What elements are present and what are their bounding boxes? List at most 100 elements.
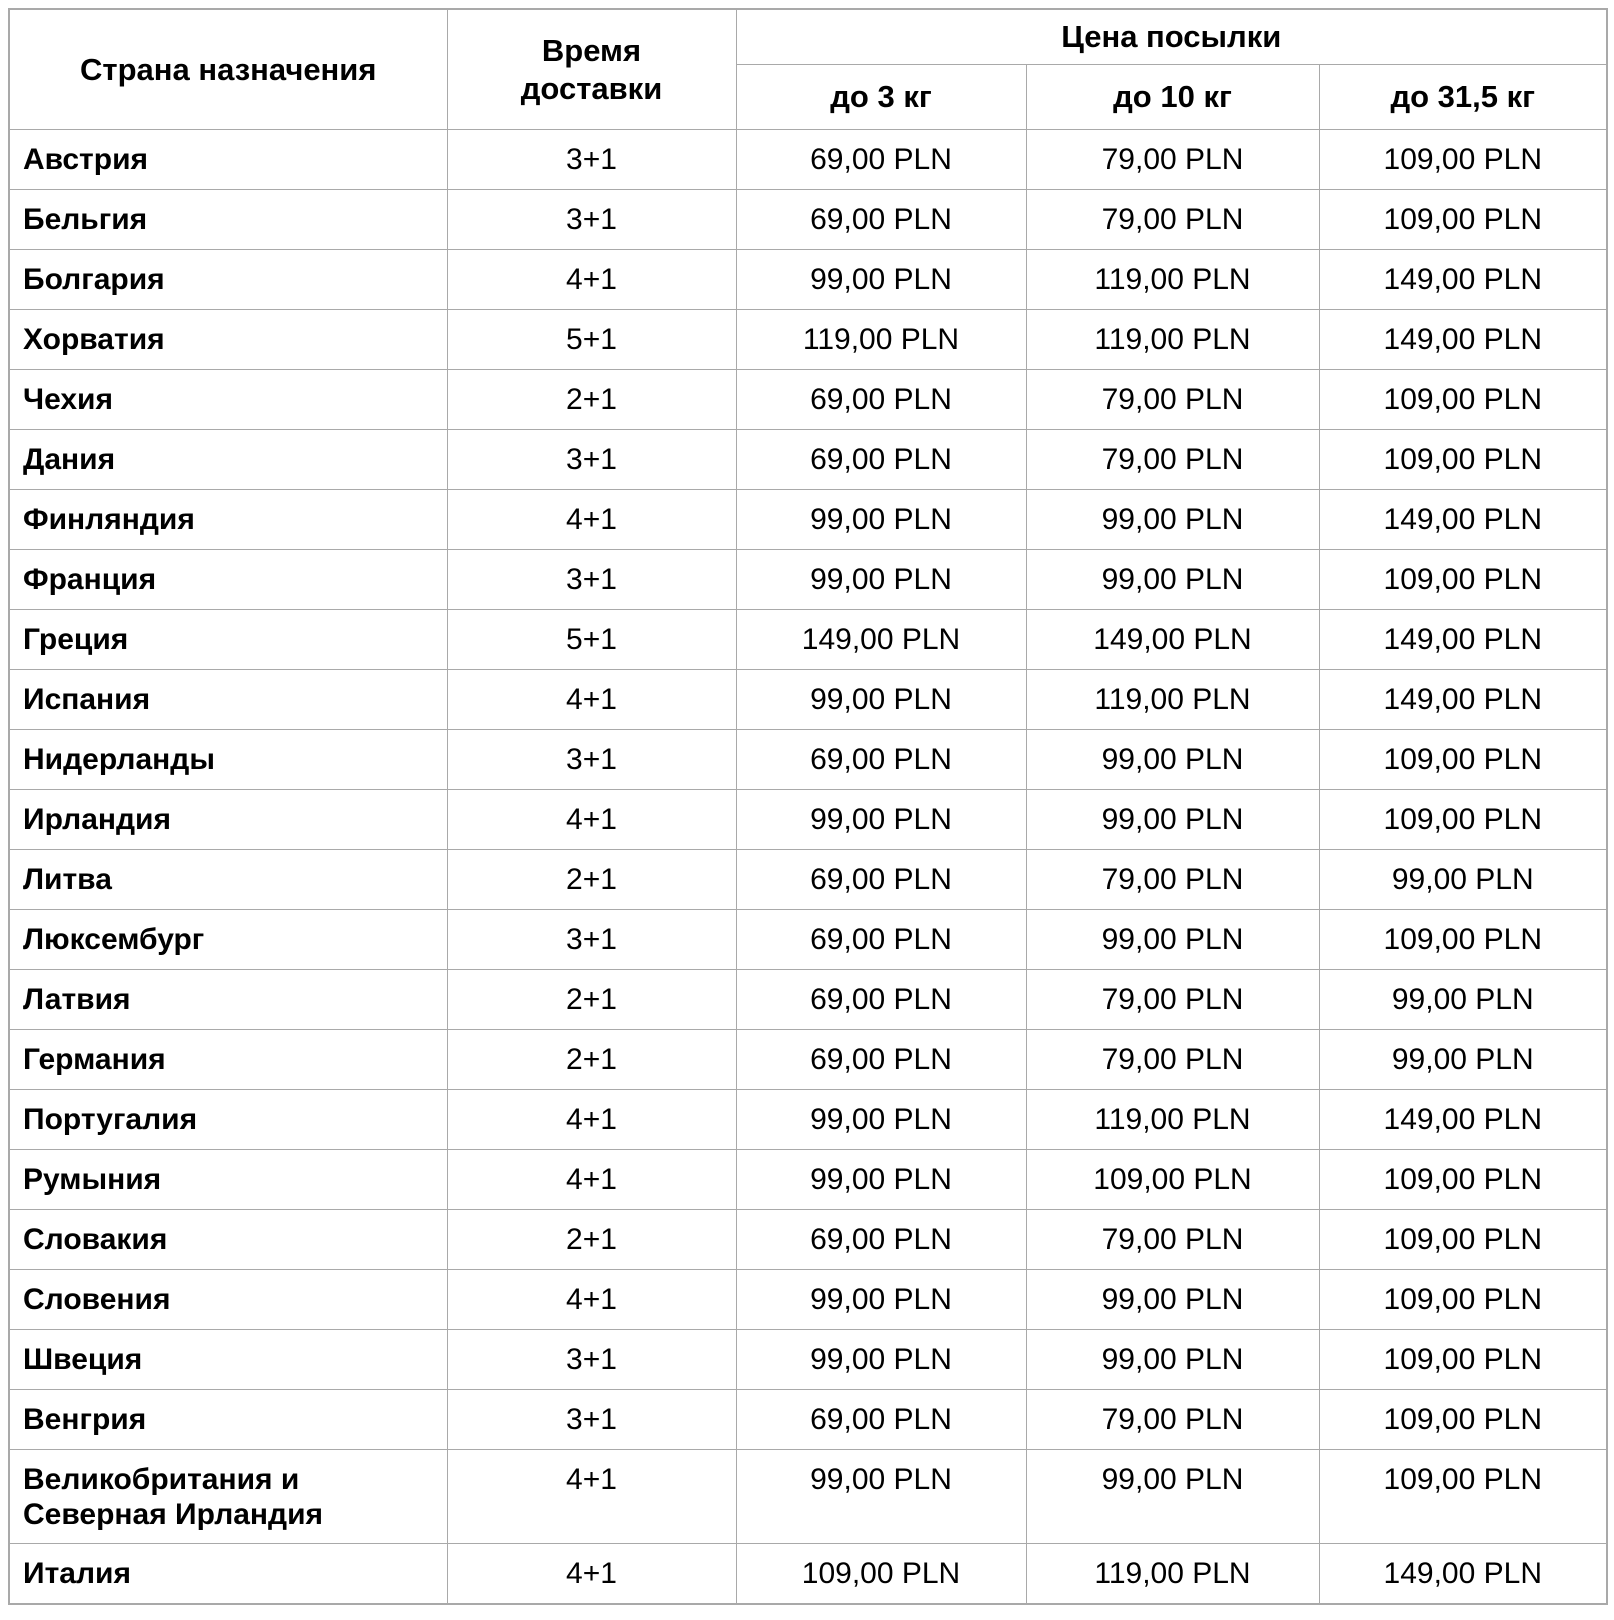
price-31kg-cell: 149,00 PLN: [1318, 609, 1608, 670]
delivery-time-cell: 5+1: [446, 309, 737, 370]
price-31kg-cell: 109,00 PLN: [1318, 1269, 1608, 1330]
price-3kg-cell: 99,00 PLN: [735, 789, 1027, 850]
header-weight-3kg: до 3 кг: [735, 64, 1027, 130]
price-31kg-cell: 109,00 PLN: [1318, 1389, 1608, 1450]
price-31kg-cell: 109,00 PLN: [1318, 549, 1608, 610]
price-3kg-cell: 99,00 PLN: [735, 1329, 1027, 1390]
price-3kg-cell: 99,00 PLN: [735, 489, 1027, 550]
table-row: Австрия 3+1 69,00 PLN 79,00 PLN 109,00 PLN: [8, 129, 1608, 190]
delivery-time-cell: 3+1: [446, 1389, 737, 1450]
price-31kg-cell: 109,00 PLN: [1318, 729, 1608, 790]
delivery-time-cell: 4+1: [446, 1149, 737, 1210]
price-31kg-cell: 99,00 PLN: [1318, 1029, 1608, 1090]
delivery-time-cell: 2+1: [446, 1209, 737, 1270]
price-3kg-cell: 99,00 PLN: [735, 1269, 1027, 1330]
table-row: Португалия 4+1 99,00 PLN 119,00 PLN 149,00 P…: [8, 1089, 1608, 1150]
price-10kg-cell: 79,00 PLN: [1025, 849, 1320, 910]
country-cell: Нидерланды: [8, 729, 448, 790]
price-10kg-cell: 119,00 PLN: [1025, 1089, 1320, 1150]
table-row: Греция 5+1 149,00 PLN 149,00 PLN 149,00 PLN: [8, 609, 1608, 670]
price-10kg-cell: 79,00 PLN: [1025, 369, 1320, 430]
table-row: Швеция 3+1 99,00 PLN 99,00 PLN 109,00 PLN: [8, 1329, 1608, 1390]
table-row: Нидерланды 3+1 69,00 PLN 99,00 PLN 109,00 PL…: [8, 729, 1608, 790]
delivery-time-cell: 3+1: [446, 909, 737, 970]
delivery-time-cell: 3+1: [446, 729, 737, 790]
delivery-time-cell: 3+1: [446, 129, 737, 190]
delivery-time-cell: 5+1: [446, 609, 737, 670]
price-31kg-cell: 99,00 PLN: [1318, 969, 1608, 1030]
price-10kg-cell: 149,00 PLN: [1025, 609, 1320, 670]
table-row: Словения 4+1 99,00 PLN 99,00 PLN 109,00 PLN: [8, 1269, 1608, 1330]
price-10kg-cell: 79,00 PLN: [1025, 969, 1320, 1030]
delivery-time-cell: 3+1: [446, 429, 737, 490]
country-cell: Румыния: [8, 1149, 448, 1210]
price-3kg-cell: 69,00 PLN: [735, 1389, 1027, 1450]
delivery-time-cell: 3+1: [446, 189, 737, 250]
country-cell: Бельгия: [8, 189, 448, 250]
delivery-time-cell: 4+1: [446, 1449, 737, 1544]
delivery-time-cell: 4+1: [446, 249, 737, 310]
country-cell: Литва: [8, 849, 448, 910]
delivery-time-cell: 2+1: [446, 369, 737, 430]
price-3kg-cell: 69,00 PLN: [735, 729, 1027, 790]
country-cell: Болгария: [8, 249, 448, 310]
delivery-time-cell: 2+1: [446, 1029, 737, 1090]
delivery-time-cell: 4+1: [446, 789, 737, 850]
price-31kg-cell: 149,00 PLN: [1318, 249, 1608, 310]
table-row: Италия 4+1 109,00 PLN 119,00 PLN 149,00 PLN: [8, 1543, 1608, 1605]
price-10kg-cell: 99,00 PLN: [1025, 549, 1320, 610]
header-delivery-time-label: Время доставки: [520, 32, 663, 106]
table-row: Литва 2+1 69,00 PLN 79,00 PLN 99,00 PLN: [8, 849, 1608, 910]
delivery-price-table: Страна назначения Время доставки Цена по…: [8, 8, 1609, 1605]
price-3kg-cell: 99,00 PLN: [735, 249, 1027, 310]
price-10kg-cell: 79,00 PLN: [1025, 189, 1320, 250]
delivery-time-cell: 3+1: [446, 549, 737, 610]
price-31kg-cell: 149,00 PLN: [1318, 1089, 1608, 1150]
delivery-time-cell: 4+1: [446, 1269, 737, 1330]
price-3kg-cell: 69,00 PLN: [735, 1209, 1027, 1270]
price-3kg-cell: 109,00 PLN: [735, 1543, 1027, 1605]
price-31kg-cell: 109,00 PLN: [1318, 1329, 1608, 1390]
price-31kg-cell: 109,00 PLN: [1318, 189, 1608, 250]
table-row: Дания 3+1 69,00 PLN 79,00 PLN 109,00 PLN: [8, 429, 1608, 490]
delivery-time-cell: 3+1: [446, 1329, 737, 1390]
country-cell: Греция: [8, 609, 448, 670]
price-3kg-cell: 69,00 PLN: [735, 369, 1027, 430]
country-cell: Венгрия: [8, 1389, 448, 1450]
price-3kg-cell: 69,00 PLN: [735, 969, 1027, 1030]
country-cell: Германия: [8, 1029, 448, 1090]
price-3kg-cell: 99,00 PLN: [735, 1449, 1027, 1544]
price-3kg-cell: 69,00 PLN: [735, 909, 1027, 970]
table-row: Ирландия 4+1 99,00 PLN 99,00 PLN 109,00 PLN: [8, 789, 1608, 850]
table-row: Латвия 2+1 69,00 PLN 79,00 PLN 99,00 PLN: [8, 969, 1608, 1030]
country-cell: Латвия: [8, 969, 448, 1030]
price-3kg-cell: 69,00 PLN: [735, 849, 1027, 910]
header-country: Страна назначения: [8, 8, 448, 130]
table-row: Словакия 2+1 69,00 PLN 79,00 PLN 109,00 PLN: [8, 1209, 1608, 1270]
price-10kg-cell: 99,00 PLN: [1025, 1449, 1320, 1544]
table-row: Германия 2+1 69,00 PLN 79,00 PLN 99,00 PLN: [8, 1029, 1608, 1090]
price-10kg-cell: 99,00 PLN: [1025, 1329, 1320, 1390]
country-cell: Франция: [8, 549, 448, 610]
country-cell: Дания: [8, 429, 448, 490]
price-3kg-cell: 69,00 PLN: [735, 129, 1027, 190]
price-31kg-cell: 109,00 PLN: [1318, 369, 1608, 430]
price-10kg-cell: 99,00 PLN: [1025, 729, 1320, 790]
header-weight-31kg: до 31,5 кг: [1318, 64, 1608, 130]
delivery-time-cell: 4+1: [446, 669, 737, 730]
table-row: Финляндия 4+1 99,00 PLN 99,00 PLN 149,00 PLN: [8, 489, 1608, 550]
price-10kg-cell: 119,00 PLN: [1025, 249, 1320, 310]
price-3kg-cell: 69,00 PLN: [735, 189, 1027, 250]
table-row: Хорватия 5+1 119,00 PLN 119,00 PLN 149,00 PL…: [8, 309, 1608, 370]
price-10kg-cell: 79,00 PLN: [1025, 1029, 1320, 1090]
header-weight-10kg: до 10 кг: [1025, 64, 1320, 130]
price-31kg-cell: 149,00 PLN: [1318, 489, 1608, 550]
country-cell: Швеция: [8, 1329, 448, 1390]
country-cell: Италия: [8, 1543, 448, 1605]
table-row: Бельгия 3+1 69,00 PLN 79,00 PLN 109,00 PLN: [8, 189, 1608, 250]
header-delivery-time: Время доставки: [446, 8, 737, 130]
price-3kg-cell: 149,00 PLN: [735, 609, 1027, 670]
country-cell: Чехия: [8, 369, 448, 430]
price-31kg-cell: 109,00 PLN: [1318, 1209, 1608, 1270]
price-3kg-cell: 99,00 PLN: [735, 1089, 1027, 1150]
